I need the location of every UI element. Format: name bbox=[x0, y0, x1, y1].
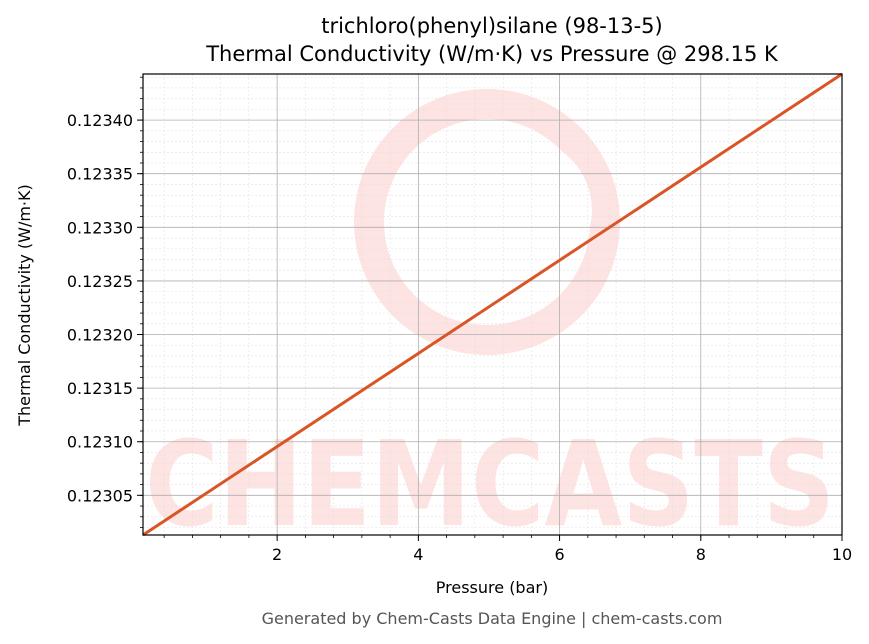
x-tick-label: 2 bbox=[272, 545, 282, 564]
y-tick-label: 0.12320 bbox=[67, 326, 133, 345]
y-tick-label: 0.12340 bbox=[67, 111, 133, 130]
y-tick-label: 0.12330 bbox=[67, 218, 133, 237]
y-tick-label: 0.12305 bbox=[67, 486, 133, 505]
major-grid bbox=[143, 74, 843, 535]
x-axis-label: Pressure (bar) bbox=[436, 578, 548, 597]
series-layer bbox=[142, 72, 843, 537]
y-tick-label: 0.12325 bbox=[67, 272, 133, 291]
y-tick-label: 0.12335 bbox=[67, 165, 133, 184]
x-tick-label: 6 bbox=[554, 545, 564, 564]
y-tick-label: 0.12310 bbox=[67, 433, 133, 452]
series-line bbox=[142, 72, 843, 537]
x-tick-labels: 2 4 6 8 10 bbox=[272, 545, 852, 564]
x-tick-label: 4 bbox=[413, 545, 423, 564]
chart-subtitle: Thermal Conductivity (W/m·K) vs Pressure… bbox=[205, 42, 779, 66]
ticks bbox=[137, 76, 843, 541]
y-tick-label: 0.12315 bbox=[67, 379, 133, 398]
chart-title: trichloro(phenyl)silane (98-13-5) bbox=[321, 14, 663, 38]
footer-credit: Generated by Chem-Casts Data Engine | ch… bbox=[262, 609, 723, 628]
watermark-text: CHEMCASTS bbox=[145, 415, 835, 553]
y-tick-labels: 0.12305 0.12310 0.12315 0.12320 0.12325 0.123… bbox=[67, 111, 133, 505]
x-tick-label: 8 bbox=[696, 545, 706, 564]
y-axis-label: Thermal Conductivity (W/m·K) bbox=[15, 184, 34, 427]
x-tick-label: 10 bbox=[832, 545, 852, 564]
plot-frame bbox=[142, 73, 843, 536]
